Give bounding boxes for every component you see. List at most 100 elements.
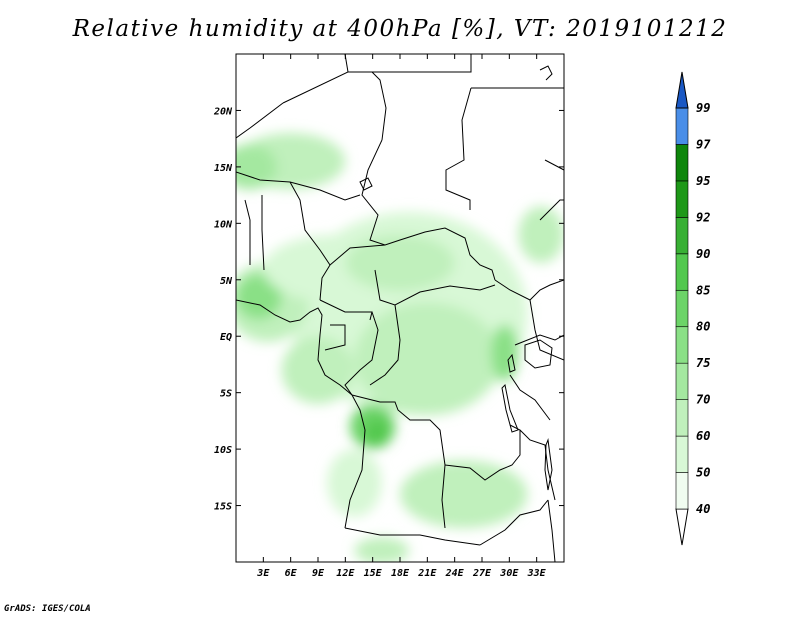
- border-egypt: [372, 54, 472, 73]
- humidity-region-kivu-lake: [491, 324, 519, 382]
- lat-tick-label: 5S: [220, 389, 232, 400]
- colorbar-level-label: 99: [696, 101, 710, 115]
- humidity-region-nigeria-core: [236, 274, 282, 320]
- credit-text: GrADS: IGES/COLA: [4, 604, 91, 614]
- border-ethiopia: [539, 199, 564, 221]
- lat-tick-label: 5N: [220, 276, 233, 287]
- border-drc-congo: [369, 304, 401, 386]
- border-angola-north: [351, 394, 446, 466]
- colorbar-level-label: 80: [696, 320, 710, 334]
- coastline-red-sea: [539, 65, 553, 81]
- lat-tick-label: 10N: [214, 219, 233, 230]
- lake-malawi: [544, 438, 553, 491]
- border-car-drc: [374, 269, 496, 306]
- colorbar-level-label: 75: [696, 356, 710, 370]
- lon-tick-label: 12E: [336, 568, 355, 579]
- colorbar-level-label: 60: [696, 429, 710, 443]
- lake-chad: [359, 177, 373, 191]
- lat-tick-label: 15N: [214, 163, 233, 174]
- border-angola-namibia: [344, 527, 481, 546]
- humidity-region-zambia-south: [400, 460, 528, 529]
- humidity-region-ethiopia-edge: [518, 206, 564, 263]
- colorbar: 40 50 60 70 75 80 85 90 92 95 97 99: [675, 71, 711, 546]
- border-chad-sudan: [361, 139, 386, 246]
- colorbar-level-label: 50: [696, 466, 710, 480]
- humidity-region-south-coast: [327, 449, 382, 517]
- border-drc-zambia: [444, 424, 521, 481]
- humidity-region-far-south: [354, 537, 410, 562]
- humidity-region-angola-north-core: [365, 418, 390, 446]
- colorbar-under-arrow: [675, 508, 689, 546]
- lon-tick-label: 15E: [364, 568, 383, 579]
- humidity-region-congo-basin: [354, 302, 501, 416]
- colorbar-segment: [675, 180, 689, 218]
- border-uganda: [514, 334, 564, 346]
- colorbar-segment: [675, 362, 689, 400]
- colorbar-segment: [675, 289, 689, 328]
- lon-tick-label: 33E: [527, 568, 547, 579]
- lon-tick-label: 30E: [499, 568, 519, 579]
- colorbar-segment: [675, 144, 689, 182]
- border-niger-chad: [236, 102, 284, 139]
- border-mozambique: [547, 499, 556, 562]
- border-niger-south: [236, 171, 361, 201]
- border-congo: [344, 311, 379, 396]
- colorbar-level-label: 40: [696, 502, 710, 516]
- colorbar-segment: [675, 435, 689, 473]
- border-benin: [244, 199, 251, 265]
- lake-victoria: [524, 339, 553, 369]
- colorbar-segment: [675, 399, 689, 437]
- coastline-gulf-of-guinea: [236, 299, 366, 431]
- border-chad-car: [329, 227, 496, 281]
- map-title: Relative humidity at 400hPa [%], VT: 201…: [72, 16, 728, 42]
- humidity-fields: [236, 133, 564, 562]
- colorbar-level-label: 97: [696, 137, 711, 151]
- border-kenya: [529, 299, 564, 361]
- humidity-region-sahel-band-west: [236, 144, 277, 190]
- lat-tick-label: 10S: [214, 445, 232, 456]
- colorbar-segment: [675, 253, 689, 291]
- borders: [236, 54, 564, 562]
- lon-tick-label: 24E: [445, 568, 465, 579]
- colorbar-segment: [675, 326, 689, 364]
- humidity-region-gabon-coast: [281, 336, 355, 404]
- colorbar-level-label: 90: [696, 247, 710, 261]
- border-sudan-east: [445, 87, 472, 210]
- lat-tick-label: 15S: [214, 502, 232, 513]
- border-nigeria-west: [261, 195, 265, 271]
- lon-tick-label: 9E: [312, 568, 325, 579]
- colorbar-segment: [675, 472, 689, 510]
- border-zambia-zimbabwe: [479, 499, 549, 546]
- lon-tick-label: 6E: [285, 568, 298, 579]
- border-angola-zambia: [441, 464, 446, 529]
- border-gabon-congo: [324, 324, 346, 351]
- lake-tanganyika: [501, 383, 519, 433]
- border-nigeria-cameroon: [289, 181, 331, 301]
- map-area: [236, 54, 564, 562]
- longitude-axis: 3E 6E 9E 12E 15E 18E 21E 24E 27E 30E 33E: [256, 54, 547, 579]
- lat-tick-label: EQ: [220, 332, 232, 343]
- colorbar-level-label: 70: [696, 393, 710, 407]
- border-libya-sudan: [348, 71, 387, 141]
- lon-tick-label: 3E: [256, 568, 270, 579]
- colorbar-segment: [675, 107, 689, 145]
- border-south-sudan: [494, 279, 564, 301]
- border-libya: [282, 54, 349, 104]
- colorbar-level-label: 92: [696, 210, 710, 224]
- border-eritrea: [544, 159, 564, 171]
- lat-tick-label: 20N: [213, 106, 233, 117]
- colorbar-over-arrow: [675, 71, 689, 109]
- border-cameroon-gabon: [319, 299, 373, 321]
- lon-tick-label: 21E: [417, 568, 437, 579]
- border-angola-west: [344, 429, 366, 529]
- colorbar-segment: [675, 217, 689, 255]
- lake-kivu: [507, 353, 516, 373]
- humidity-region-car-center: [345, 234, 455, 292]
- latitude-axis: 20N 15N 10N 5N EQ 5S 10S 15S: [213, 106, 564, 513]
- lon-tick-label: 18E: [391, 568, 410, 579]
- colorbar-level-label: 85: [696, 283, 710, 297]
- border-rwanda-tanzania: [509, 374, 551, 421]
- colorbar-level-label: 95: [696, 174, 710, 188]
- lon-tick-label: 27E: [472, 568, 492, 579]
